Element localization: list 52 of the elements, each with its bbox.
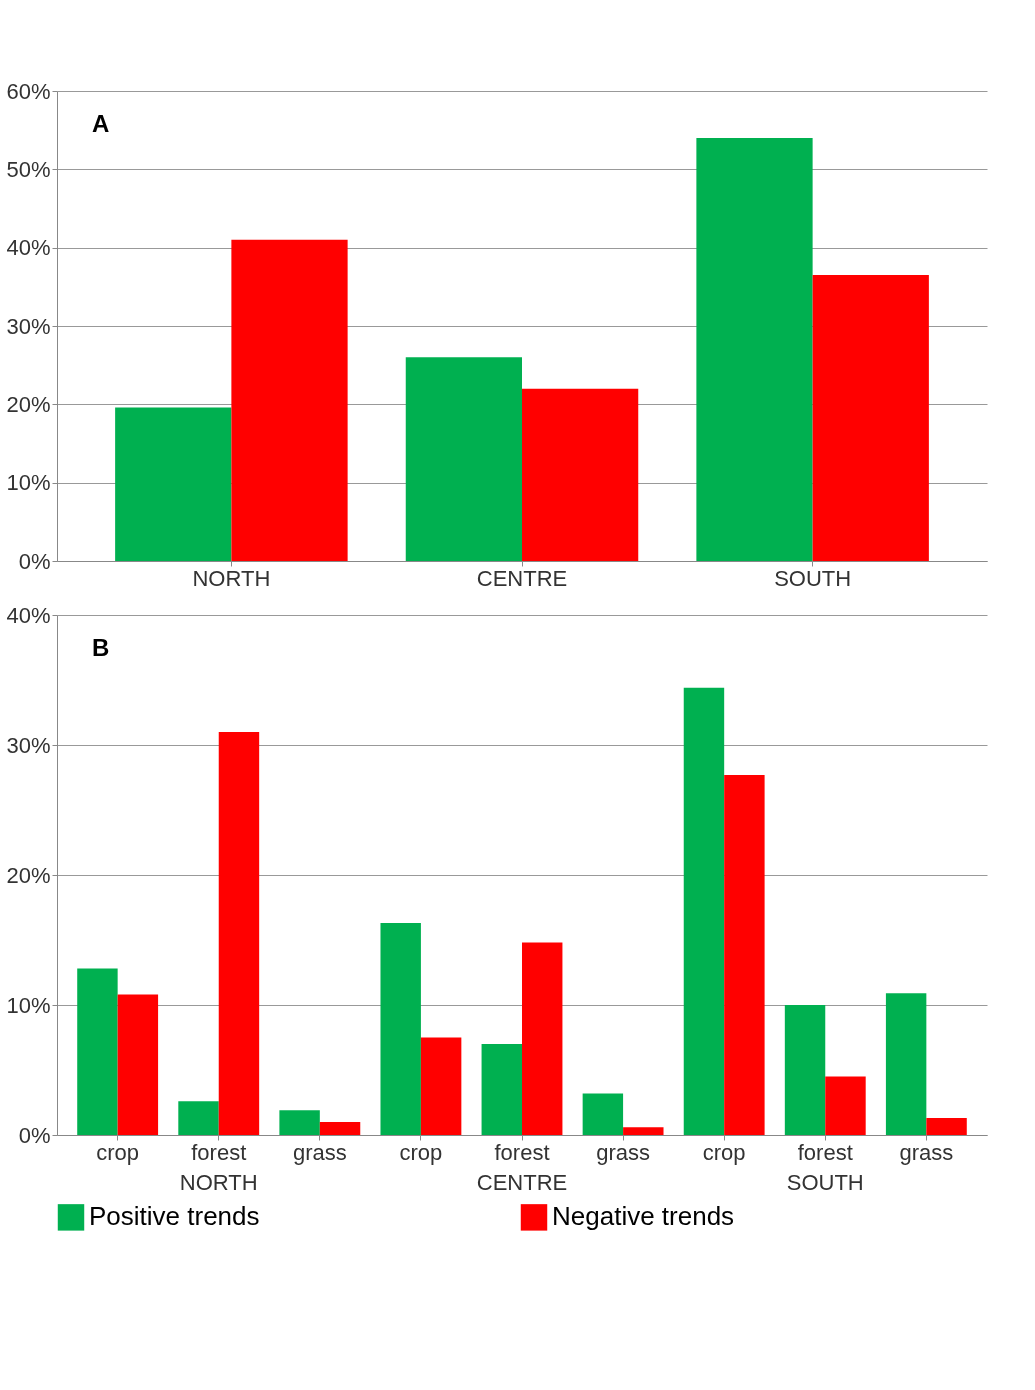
bar [885, 993, 927, 1135]
y-tick-label: 40% [6, 235, 51, 261]
bar [115, 407, 232, 561]
bar [926, 1118, 967, 1135]
bar [812, 275, 929, 561]
annotation: A [92, 110, 110, 137]
bar [178, 1101, 219, 1135]
y-tick-label: 50% [6, 156, 51, 182]
bar [380, 923, 421, 1135]
y-tick-label: 30% [6, 732, 51, 758]
y-tick-label: 40% [6, 602, 51, 628]
x-tick-label: forest CENTRE [476, 1139, 568, 1195]
bar [582, 1093, 624, 1135]
bar [696, 138, 813, 561]
bar [784, 1005, 826, 1135]
bar [279, 1110, 320, 1135]
bar [77, 968, 118, 1135]
legend-label: Negative trends [552, 1201, 735, 1232]
y-tick-label: 10% [6, 992, 51, 1018]
legend-label: Positive trends [89, 1201, 260, 1232]
bar [231, 239, 348, 561]
bar [405, 357, 522, 561]
bar [218, 732, 260, 1135]
y-tick-label: 0% [18, 1122, 51, 1148]
bar [522, 388, 639, 561]
x-tick-label: forest SOUTH [786, 1139, 864, 1195]
x-tick-label: crop [702, 1139, 746, 1165]
bar [683, 687, 725, 1135]
y-tick-label: 0% [18, 548, 51, 574]
x-tick-label: grass [292, 1139, 347, 1165]
y-tick-label: 10% [6, 470, 51, 496]
y-tick-label: 60% [6, 78, 51, 104]
x-tick-label: crop [399, 1139, 443, 1165]
y-tick-label: 20% [6, 862, 51, 888]
x-tick-label: SOUTH [774, 565, 852, 591]
x-tick-label: grass [596, 1139, 650, 1165]
x-tick-label: crop [96, 1139, 140, 1165]
bar [420, 1037, 462, 1135]
bar [481, 1044, 522, 1135]
bar [319, 1122, 361, 1135]
x-tick-label: forest NORTH [179, 1139, 258, 1195]
y-tick-label: 30% [6, 313, 51, 339]
y-tick-label: 20% [6, 391, 51, 417]
bar [117, 994, 159, 1135]
bar [724, 774, 765, 1135]
x-tick-label: grass [899, 1139, 954, 1165]
bar [623, 1127, 664, 1135]
x-tick-label: NORTH [192, 565, 271, 591]
x-tick-label: CENTRE [476, 565, 568, 591]
bar [522, 942, 563, 1135]
bar [825, 1076, 866, 1135]
annotation: B [92, 634, 110, 661]
